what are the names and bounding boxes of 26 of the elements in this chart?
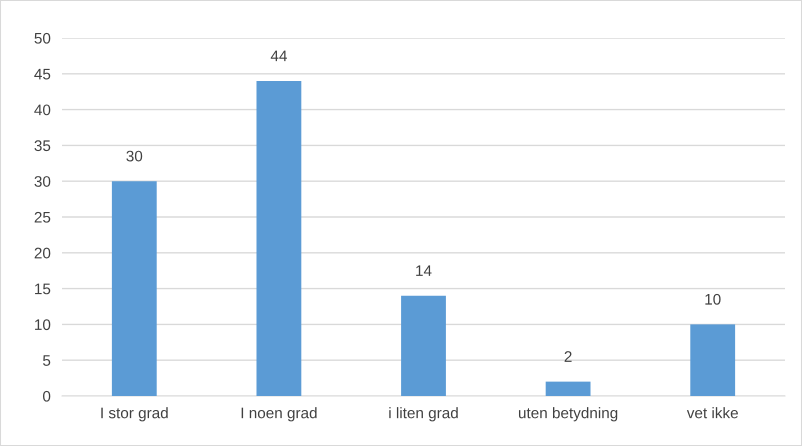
x-tick-label: I stor grad <box>101 407 168 422</box>
y-tick-label: 30 <box>34 176 50 187</box>
bar <box>690 324 736 396</box>
data-label: 30 <box>126 150 142 162</box>
x-tick-label: i liten grad <box>389 407 458 422</box>
y-tick-label: 40 <box>34 104 50 116</box>
y-tick-label: 15 <box>35 284 50 294</box>
data-label: 2 <box>564 351 572 362</box>
x-tick-label: uten betydning <box>518 407 618 422</box>
data-label: 14 <box>416 265 432 276</box>
x-tick-label: vet ikke <box>686 407 738 418</box>
bar <box>256 80 302 396</box>
bar <box>546 382 591 396</box>
y-tick-label: 10 <box>35 319 50 330</box>
y-tick-label: 45 <box>34 68 50 80</box>
bar <box>112 181 157 396</box>
y-tick-label: 25 <box>34 212 50 223</box>
bar <box>401 296 446 396</box>
data-label: 10 <box>705 294 721 305</box>
y-tick-label: 35 <box>34 140 50 152</box>
y-tick-label: 0 <box>42 390 50 402</box>
y-tick-label: 5 <box>43 355 50 366</box>
data-label: 44 <box>270 50 287 62</box>
y-tick-label: 20 <box>34 248 50 258</box>
y-tick-label: 50 <box>34 32 50 44</box>
x-tick-label: I noen grad <box>242 407 317 422</box>
